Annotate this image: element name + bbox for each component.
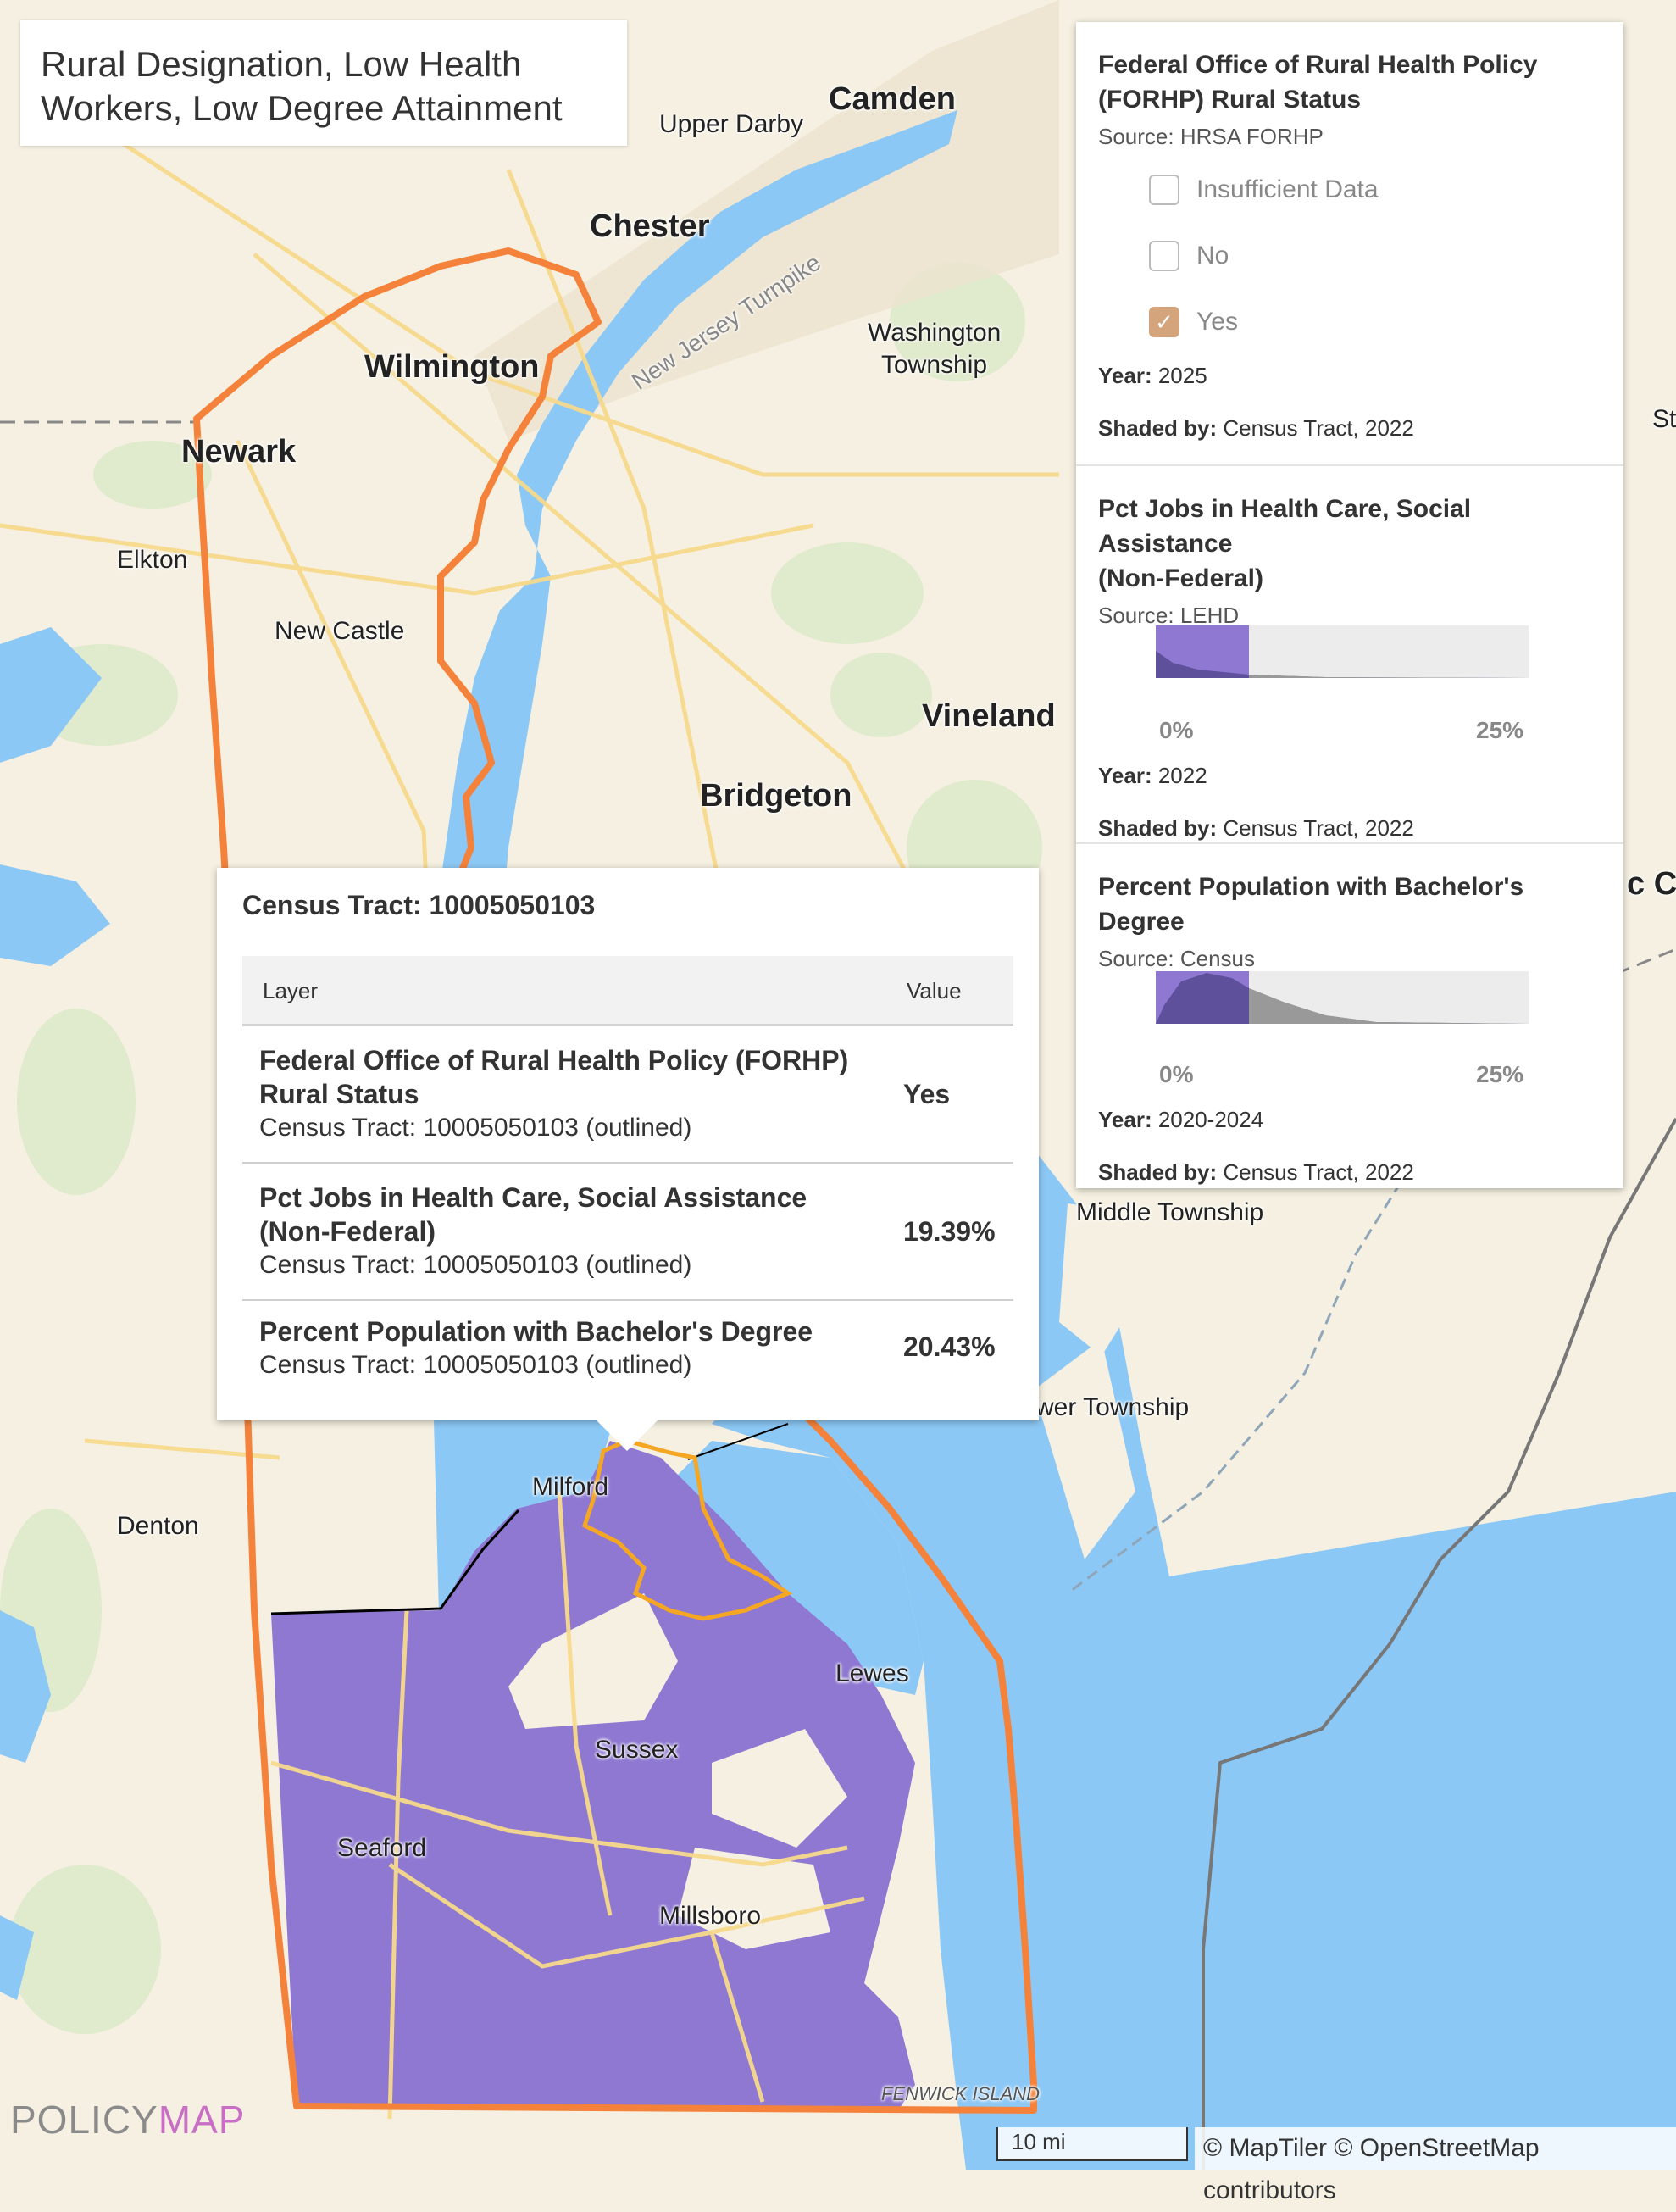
scale-bar: 10 mi (996, 2127, 1188, 2161)
legend-option-label: No (1196, 242, 1229, 270)
popup-pointer (595, 1419, 659, 1451)
popup-table-row: Percent Population with Bachelor's Degre… (242, 1301, 1013, 1403)
legend-histogram[interactable] (1156, 625, 1529, 678)
legend-title-line: (Non-Federal) (1098, 564, 1263, 592)
popup-table: Layer Value Federal Office of Rural Heal… (242, 956, 1013, 1403)
legend-option-label: Yes (1196, 308, 1238, 336)
legend-year: Year: 2022 (1098, 763, 1207, 788)
place-label-sussex: Sussex (595, 1736, 679, 1764)
legend-option-label: Insufficient Data (1196, 175, 1379, 203)
map-title-line-2: Workers, Low Degree Attainment (41, 88, 563, 128)
place-label-edge-st: St (1652, 405, 1676, 433)
legend-title-line: (FORHP) Rural Status (1098, 86, 1362, 114)
legend-title-line: Pct Jobs in Health Care, Social Assistan… (1098, 495, 1472, 558)
checkbox-icon[interactable] (1149, 241, 1179, 271)
histogram-distribution (1156, 651, 1529, 678)
place-label-camden: Camden (829, 81, 956, 117)
popup-table-header: Layer Value (242, 956, 1013, 1026)
popup-table-row: Federal Office of Rural Health Policy (F… (242, 1026, 1013, 1164)
legend-title-line: Federal Office of Rural Health Policy (1098, 51, 1538, 79)
legend-source: Source: HRSA FORHP (1098, 124, 1324, 149)
place-label-elkton: Elkton (117, 546, 188, 574)
histogram-chart (1156, 971, 1529, 1024)
legend-option-yes[interactable]: ✓ Yes (1149, 307, 1238, 337)
place-label-township: Township (881, 351, 988, 379)
place-label-upper-darby: Upper Darby (659, 110, 804, 138)
place-label-denton: Denton (117, 1512, 199, 1540)
legend-shaded-by: Shaded by: Census Tract, 2022 (1098, 1159, 1414, 1185)
place-label-new-castle: New Castle (275, 617, 405, 645)
popup-row-geo: Census Tract: 10005050103 (outlined) (259, 1251, 692, 1279)
checkbox-checked-icon[interactable]: ✓ (1149, 307, 1179, 337)
place-label-millsboro: Millsboro (659, 1902, 762, 1930)
place-label-lewes: Lewes (835, 1659, 909, 1687)
popup-col-value: Value (907, 978, 962, 1003)
place-label-edge-city: c Ci (1627, 866, 1676, 902)
histogram-distribution-rest (1249, 988, 1529, 1024)
place-label-bridgeton: Bridgeton (700, 778, 852, 814)
legend-section-health-jobs: Pct Jobs in Health Care, Social Assistan… (1076, 466, 1623, 844)
popup-row-layer: Percent Population with Bachelor's Degre… (259, 1314, 813, 1382)
popup-table-row: Pct Jobs in Health Care, Social Assistan… (242, 1164, 1013, 1301)
legend-option-no[interactable]: No (1149, 241, 1229, 271)
legend-panel: Federal Office of Rural Health Policy (F… (1076, 22, 1623, 1188)
histogram-chart (1156, 625, 1529, 678)
place-label-washington: Washington (868, 319, 1002, 347)
histogram-distribution-rest (1249, 675, 1529, 678)
legend-title-line: Percent Population with Bachelor's Degre… (1098, 873, 1524, 936)
map-attribution[interactable]: © MapTiler © OpenStreetMap contributors (1195, 2127, 1676, 2204)
place-label-fenwick-island: FENWICK ISLAND (881, 2083, 1041, 2104)
legend-section-forhp: Federal Office of Rural Health Policy (F… (1076, 22, 1623, 466)
popup-col-layer: Layer (263, 978, 319, 1003)
map-title-line-1: Rural Designation, Low Health (41, 44, 522, 84)
legend-source: Source: LEHD (1098, 603, 1240, 628)
policymap-logo[interactable]: POLICYMAP (10, 2098, 246, 2142)
legend-option-insufficient-data[interactable]: Insufficient Data (1149, 175, 1379, 205)
place-label-wilmington: Wilmington (364, 349, 540, 385)
popup-row-geo: Census Tract: 10005050103 (outlined) (259, 1114, 692, 1142)
legend-range-min: 0% (1159, 717, 1194, 743)
legend-histogram[interactable] (1156, 971, 1529, 1024)
map-title-box: Rural Designation, Low Health Workers, L… (20, 20, 627, 146)
legend-year: Year: 2020-2024 (1098, 1107, 1264, 1132)
popup-title: Census Tract: 10005050103 (242, 890, 596, 920)
legend-range-max: 25% (1476, 1061, 1524, 1087)
place-label-newark: Newark (181, 434, 297, 470)
legend-shaded-by: Shaded by: Census Tract, 2022 (1098, 815, 1414, 841)
checkbox-icon[interactable] (1149, 175, 1179, 205)
popup-row-value: 19.39% (903, 1216, 996, 1247)
legend-section-bachelors: Percent Population with Bachelor's Degre… (1076, 844, 1623, 1188)
popup-row-layer: Pct Jobs in Health Care, Social Assistan… (259, 1181, 807, 1282)
popup-row-geo: Census Tract: 10005050103 (outlined) (259, 1351, 692, 1379)
place-label-lower-township: wer Township (1035, 1393, 1190, 1421)
histogram-distribution (1156, 973, 1529, 1024)
legend-range-max: 25% (1476, 717, 1524, 743)
place-label-middle-township: Middle Township (1076, 1198, 1264, 1226)
popup-row-value: 20.43% (903, 1331, 996, 1362)
legend-range-min: 0% (1159, 1061, 1194, 1087)
popup-row-layer: Federal Office of Rural Health Policy (F… (259, 1043, 848, 1145)
legend-shaded-by: Shaded by: Census Tract, 2022 (1098, 415, 1414, 441)
legend-year: Year: 2025 (1098, 363, 1207, 388)
place-label-chester: Chester (590, 208, 710, 244)
place-label-seaford: Seaford (337, 1834, 427, 1862)
tract-info-popup: Census Tract: 10005050103 Layer Value Fe… (217, 868, 1039, 1420)
place-label-vineland: Vineland (922, 698, 1056, 734)
legend-source: Source: Census (1098, 946, 1255, 971)
place-label-milford: Milford (532, 1473, 609, 1501)
popup-row-value: Yes (903, 1079, 951, 1109)
